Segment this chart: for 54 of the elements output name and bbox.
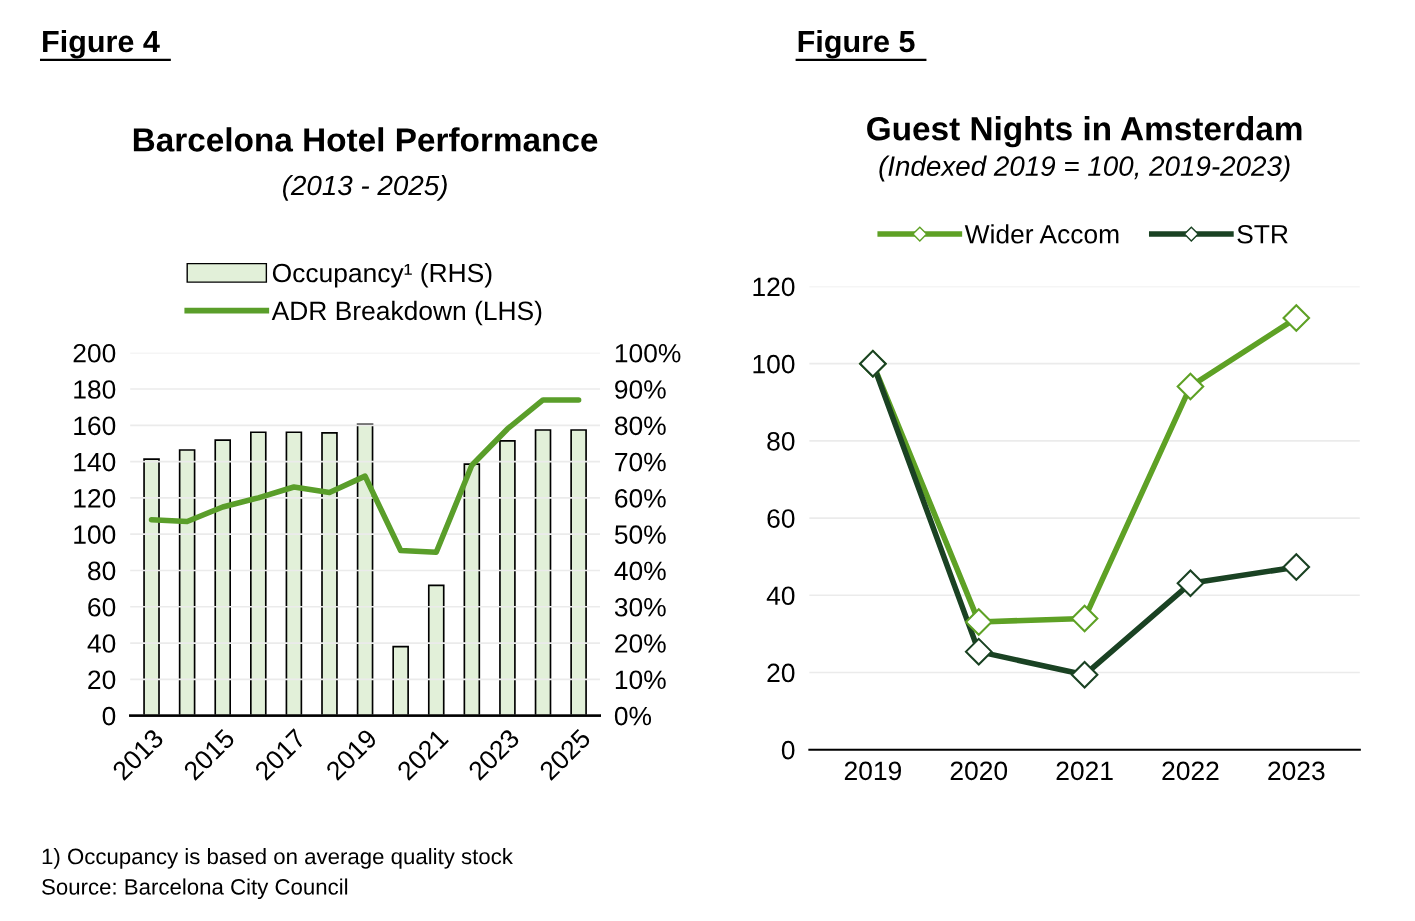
legend-label: Wider Accom	[964, 224, 1119, 244]
y-tick-label: 40	[766, 586, 795, 606]
point	[1282, 553, 1311, 581]
x-tick-label: 2022	[1162, 761, 1219, 781]
chart-title: Barcelona Hotel Performance	[133, 127, 598, 152]
y-tick-label: 60	[88, 597, 116, 617]
y-tick-label: 20	[767, 663, 795, 683]
y2-tick-label: 60%	[615, 489, 666, 508]
point	[1070, 604, 1099, 633]
y-tick-label: 0	[781, 740, 795, 760]
x-tick-label: 2023	[1268, 761, 1325, 781]
legend-label: ADR Breakdown (LHS)	[271, 300, 542, 326]
y-tick-label: 160	[74, 416, 116, 436]
chart-subtitle: (Indexed 2019 = 100, 2019-2023)	[879, 155, 1290, 182]
y-tick-label: 120	[74, 489, 116, 508]
point	[1176, 372, 1205, 401]
legend-label: STR	[1237, 224, 1288, 244]
chart-subtitle: (2013 - 2025)	[282, 174, 447, 201]
y2-tick-label: 100%	[615, 343, 681, 363]
legend-label: Occupancy¹ (RHS)	[272, 262, 492, 288]
y2-tick-label: 80%	[615, 416, 666, 436]
caption: Figure 5	[798, 29, 915, 59]
y-tick-label: 180	[74, 380, 116, 399]
y-tick-label: 100	[74, 525, 116, 544]
y-tick-label: 40	[87, 634, 116, 653]
y-tick-label: 80	[88, 561, 116, 581]
x-tick-label: 2021	[1056, 761, 1113, 781]
y-tick-label: 200	[73, 343, 116, 363]
x-tick-label: 2019	[844, 761, 901, 781]
point	[1282, 304, 1311, 332]
point	[1176, 569, 1205, 598]
y2-tick-label: 50%	[614, 525, 666, 544]
y2-tick-label: 0%	[614, 706, 652, 726]
y2-tick-label: 40%	[614, 561, 666, 581]
y-tick-label: 0	[102, 706, 116, 726]
y-tick-label: 60	[767, 509, 795, 528]
y-tick-label: 140	[74, 452, 116, 472]
point	[964, 608, 993, 636]
y2-tick-label: 70%	[615, 452, 666, 472]
text: 1) Occupancy is based on average quality stock	[42, 848, 513, 869]
source-note: Source: Barcelona City Council	[42, 878, 348, 900]
y-tick-label: 100	[753, 354, 795, 374]
y2-tick-label: 10%	[615, 670, 666, 690]
point	[1070, 660, 1099, 689]
y-tick-label: 80	[767, 431, 795, 451]
x-tick-label: 2020	[950, 761, 1008, 781]
point	[964, 637, 993, 666]
y-tick-label: 120	[753, 277, 795, 297]
y2-tick-label: 30%	[614, 597, 666, 617]
caption: Figure 4	[43, 29, 160, 59]
y2-tick-label: 90%	[615, 380, 666, 399]
y2-tick-label: 20%	[615, 634, 666, 653]
chart-title: Guest Nights in Amsterdam	[867, 116, 1302, 148]
y-tick-label: 20	[88, 670, 116, 690]
